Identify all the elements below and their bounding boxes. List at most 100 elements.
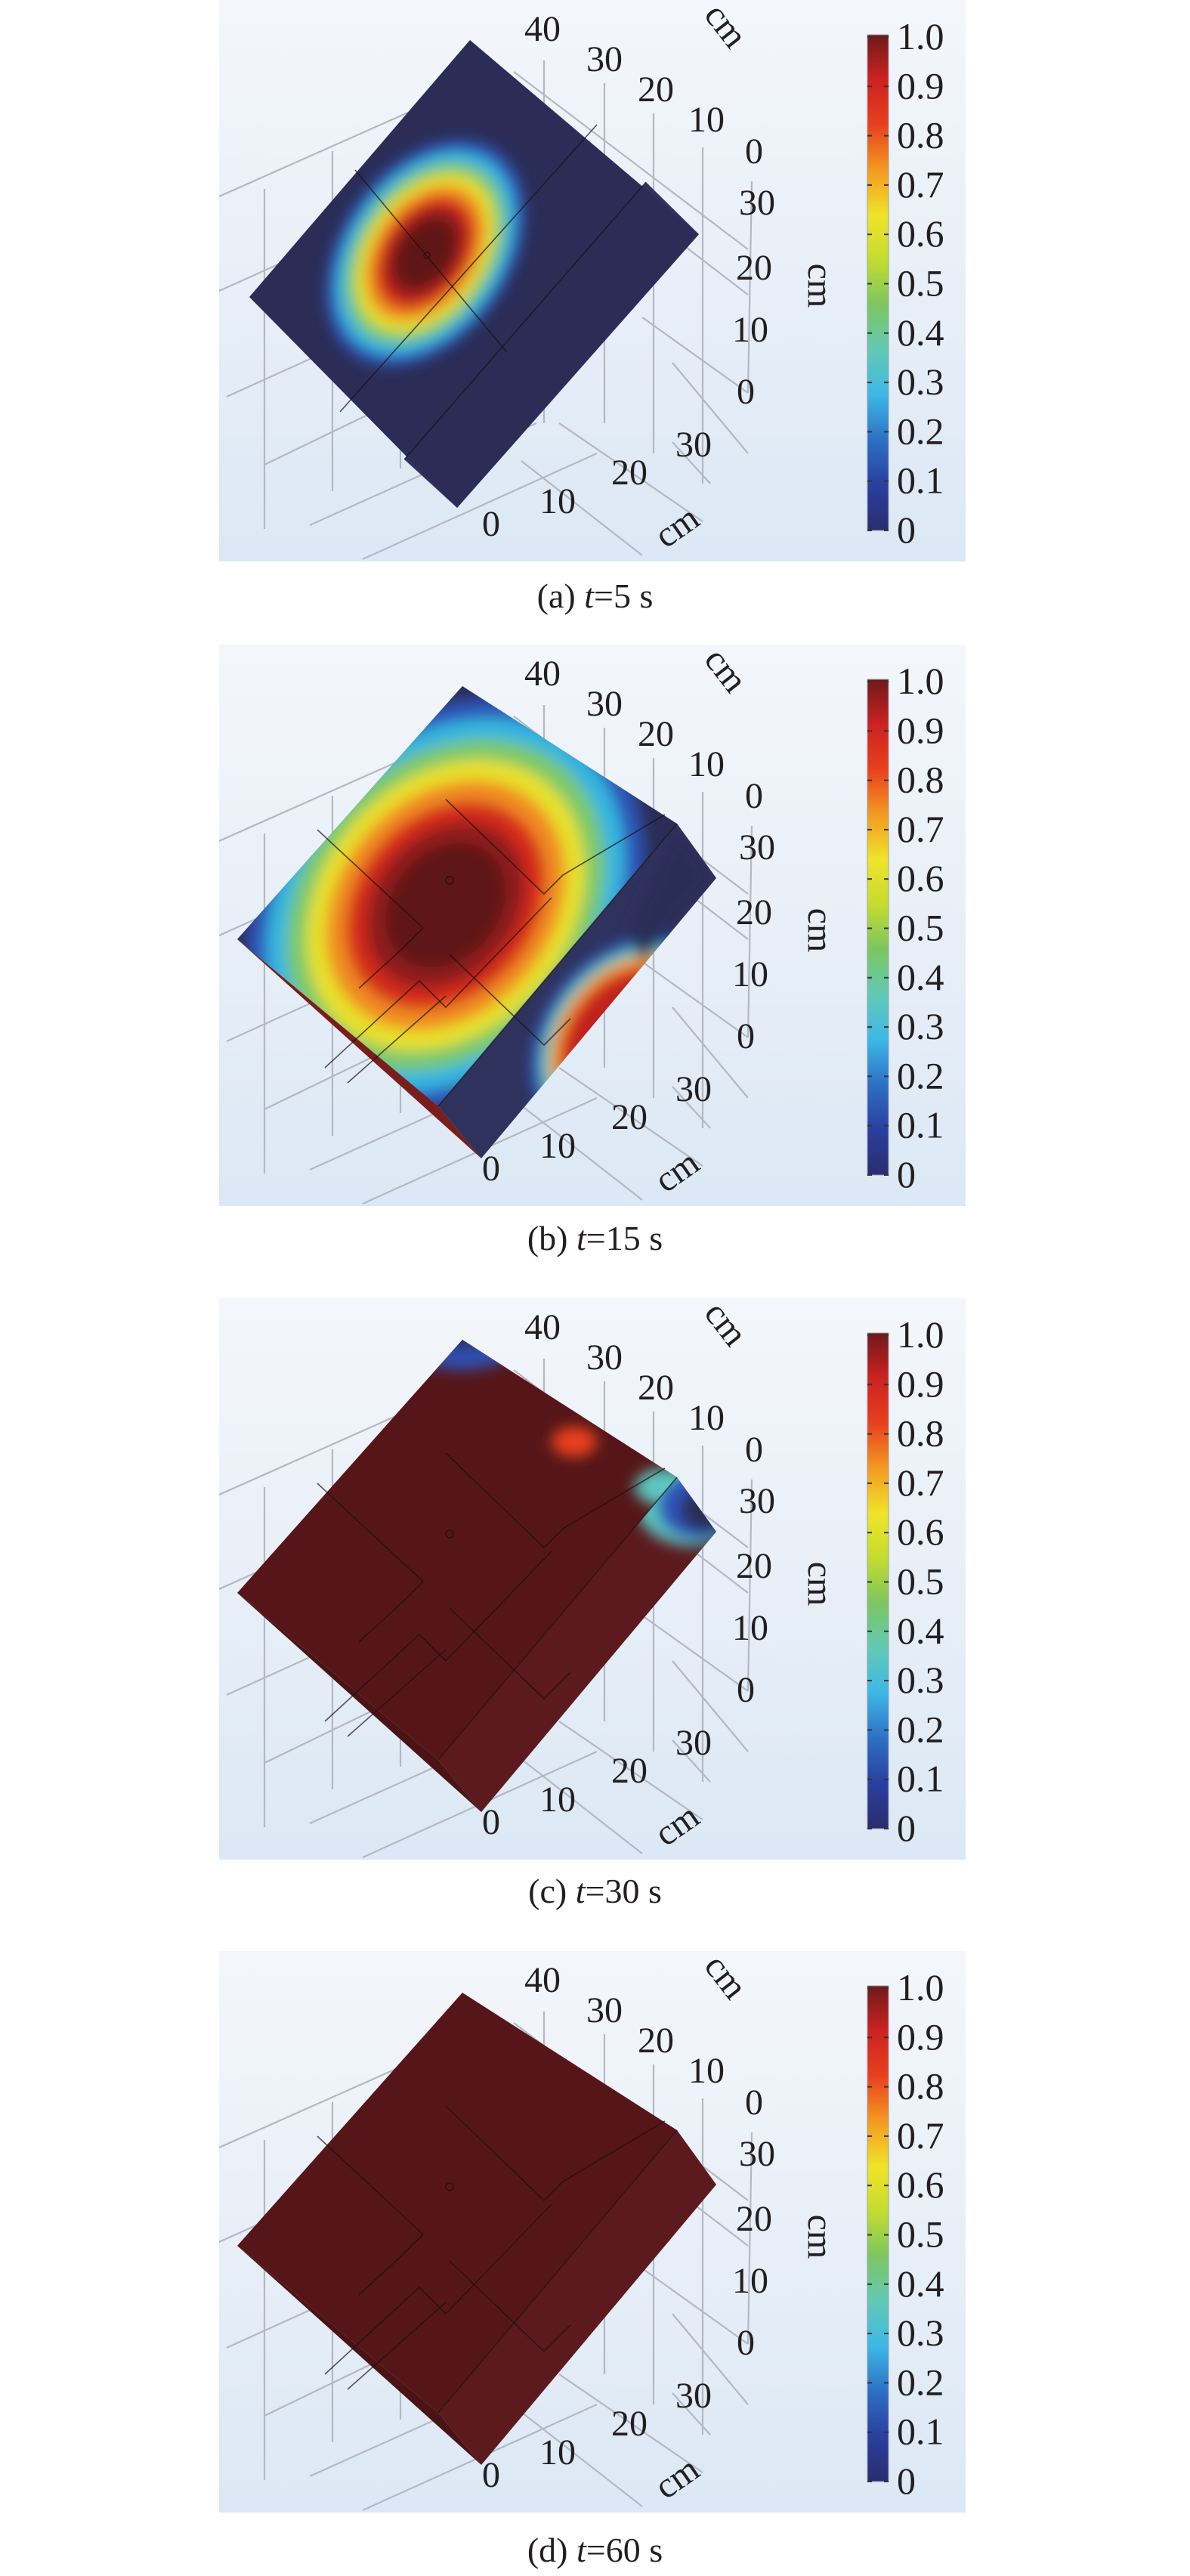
- colorbar: 1.0 0.9 0.8 0.7 0.6 0.5 0.4 0.3 0.2 0.1 0: [867, 15, 944, 551]
- vertical-axis-tick-label: 10: [732, 2261, 768, 2301]
- vertical-axis-tick-label: 10: [732, 1608, 768, 1648]
- colorbar-tick-label: 0.9: [897, 64, 944, 107]
- colorbar-gradient: [867, 679, 889, 1176]
- vertical-axis-tick-label: 0: [737, 2323, 755, 2363]
- colorbar-tick-label: 0.2: [897, 2361, 944, 2403]
- colorbar-tick-label: 0.7: [897, 808, 944, 850]
- colorbar-tick-label: 0.5: [897, 2213, 944, 2256]
- panel-seams: [317, 1452, 678, 1761]
- caption-time-value: =60 s: [586, 2531, 663, 2569]
- colorbar-tick-label: 1.0: [897, 1966, 944, 2009]
- caption-variable: t: [584, 577, 594, 615]
- bottom-axis-tick-label: 20: [611, 1097, 648, 1137]
- colorbar-tick-label: 0.1: [897, 1104, 944, 1146]
- colorbar: 1.0 0.9 0.8 0.7 0.6 0.5 0.4 0.3 0.2 0.1 0: [867, 660, 944, 1195]
- colorbar-tick-label: 0.1: [897, 1758, 944, 1800]
- colorbar-tick-label: 0.8: [897, 114, 944, 156]
- top-axis-tick-label: 20: [638, 714, 674, 754]
- bottom-axis-tick-label: 30: [675, 1069, 712, 1109]
- colorbar-tick-label: 0.4: [897, 1610, 944, 1652]
- colorbar-tick-label: 0.5: [897, 1560, 944, 1603]
- plot-b: 1.0 0.9 0.8 0.7 0.6 0.5 0.4 0.3 0.2 0.1 0 40 30 20 10 0…: [219, 645, 966, 1206]
- colorbar-tick-label: 0.6: [897, 1511, 944, 1553]
- vertical-axis-tick-label: 20: [736, 2199, 772, 2239]
- top-axis-tick-label: 40: [524, 1960, 561, 2000]
- caption-variable: t: [575, 1872, 586, 1910]
- caption-time-value: =5 s: [594, 577, 654, 615]
- colorbar-gradient: [867, 1985, 889, 2482]
- top-axis-tick-label: 20: [638, 2021, 674, 2061]
- colorbar: 1.0 0.9 0.8 0.7 0.6 0.5 0.4 0.3 0.2 0.1 0: [867, 1966, 944, 2502]
- caption-b: (b) t=15 s: [0, 1218, 1190, 1258]
- vertical-axis-unit: cm: [800, 2215, 840, 2259]
- vertical-axis-unit: cm: [800, 264, 840, 308]
- bottom-axis-tick-label: 10: [539, 1126, 576, 1166]
- panel-seams: [339, 124, 647, 460]
- plot-d: 1.0 0.9 0.8 0.7 0.6 0.5 0.4 0.3 0.2 0.1 0 40 30 20 10 0…: [219, 1951, 966, 2513]
- bottom-axis-tick-label: 10: [539, 2432, 576, 2472]
- colorbar-tick-label: 0.8: [897, 1412, 944, 1455]
- colorbar-tick-label: 0.9: [897, 1362, 944, 1405]
- bottom-axis-tick-label: 0: [482, 2455, 500, 2495]
- caption-variable: t: [576, 1219, 586, 1257]
- bottom-axis-tick-label: 30: [675, 1723, 712, 1763]
- colorbar-tick-label: 0.6: [897, 212, 944, 255]
- bottom-axis-tick-label: 30: [675, 2376, 712, 2416]
- colorbar-tick-label: 0.2: [897, 1054, 944, 1096]
- top-axis-tick-label: 0: [745, 1430, 763, 1470]
- caption-a: (a) t=5 s: [0, 576, 1190, 616]
- colorbar-tick-label: 0.9: [897, 709, 944, 751]
- panel-d: 1.0 0.9 0.8 0.7 0.6 0.5 0.4 0.3 0.2 0.1 0 40 30 20 10 0…: [219, 1951, 966, 2513]
- box-left-face: [237, 939, 481, 1158]
- top-axis-tick-label: 0: [745, 131, 763, 172]
- top-axis-tick-label: 10: [688, 744, 725, 784]
- top-axis-tick-label: 0: [745, 776, 763, 816]
- colorbar-tick-label: 0.3: [897, 360, 944, 403]
- panel-seams: [317, 2105, 678, 2414]
- vertical-axis-tick-label: 10: [732, 954, 768, 994]
- bottom-axis-tick-label: 10: [539, 481, 576, 521]
- colorbar-tick-label: 0.2: [897, 1708, 944, 1750]
- vertical-axis-unit: cm: [800, 1562, 840, 1607]
- top-axis-tick-label: 40: [524, 9, 561, 49]
- bottom-axis-tick-label: 0: [482, 1802, 500, 1842]
- vertical-axis-tick-label: 30: [739, 2134, 775, 2174]
- vertical-axis-tick-label: 10: [732, 310, 768, 350]
- top-axis-tick-label: 20: [638, 70, 674, 110]
- top-axis-tick-label: 30: [586, 39, 623, 79]
- vertical-axis-tick-label: 30: [739, 827, 775, 867]
- top-axis-tick-label: 40: [524, 654, 561, 694]
- colorbar-tick-label: 0.2: [897, 410, 944, 452]
- colorbar-tick-label: 1.0: [897, 15, 944, 57]
- plot-a: 1.0 0.9 0.8 0.7 0.6 0.5 0.4 0.3 0.2 0.1 0 40 30 20 10 0…: [219, 0, 966, 561]
- colorbar-tick-label: 0.6: [897, 2163, 944, 2206]
- caption-label: (c): [528, 1872, 576, 1910]
- colorbar-tick-label: 0.8: [897, 2065, 944, 2107]
- bottom-axis-tick-label: 30: [675, 425, 712, 465]
- top-axis-tick-label: 20: [638, 1368, 674, 1408]
- colorbar-tick-label: 0.9: [897, 2015, 944, 2058]
- panel-b: 1.0 0.9 0.8 0.7 0.6 0.5 0.4 0.3 0.2 0.1 0 40 30 20 10 0…: [219, 645, 966, 1206]
- caption-variable: t: [576, 2531, 586, 2569]
- colorbar-tick-label: 0.4: [897, 2262, 944, 2305]
- bottom-axis-tick-label: 0: [482, 504, 500, 544]
- box-left-face: [237, 2246, 481, 2465]
- colorbar-gradient: [867, 1332, 889, 1829]
- caption-label: (a): [536, 577, 585, 615]
- caption-c: (c) t=30 s: [0, 1871, 1190, 1911]
- top-axis-tick-label: 10: [688, 1398, 725, 1438]
- vertical-axis-tick-label: 0: [737, 1670, 755, 1710]
- colorbar-tick-label: 0: [897, 2460, 916, 2502]
- bottom-axis-tick-label: 20: [611, 1751, 648, 1791]
- colorbar-tick-label: 1.0: [897, 1313, 944, 1356]
- caption-label: (d): [527, 2531, 576, 2569]
- top-axis-tick-label: 10: [688, 100, 725, 140]
- vertical-axis-tick-label: 30: [739, 1481, 775, 1521]
- colorbar: 1.0 0.9 0.8 0.7 0.6 0.5 0.4 0.3 0.2 0.1 0: [867, 1313, 944, 1849]
- vertical-axis-tick-label: 20: [736, 1546, 772, 1586]
- top-axis-tick-label: 30: [586, 684, 623, 724]
- vertical-axis-tick-label: 0: [737, 372, 755, 412]
- colorbar-tick-label: 0.6: [897, 857, 944, 899]
- bottom-axis-tick-label: 20: [611, 453, 648, 493]
- colorbar-tick-label: 0: [897, 1807, 916, 1849]
